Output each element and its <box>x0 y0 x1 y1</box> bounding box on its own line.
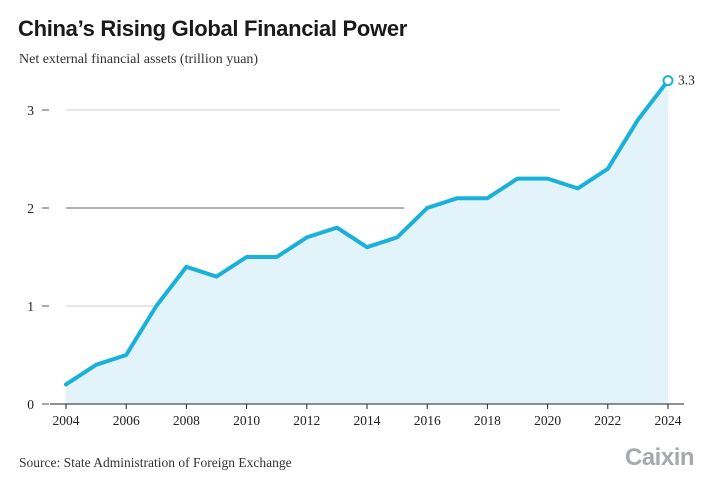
y-tick-label: 0 <box>27 397 34 412</box>
data-point-2023 <box>636 118 640 122</box>
series-line <box>64 78 670 387</box>
data-point-2017 <box>455 196 459 200</box>
data-point-2004 <box>64 382 68 386</box>
x-tick-label: 2016 <box>414 413 441 428</box>
x-tick-label: 2022 <box>594 413 621 428</box>
x-tick-label: 2020 <box>534 413 561 428</box>
data-point-2005 <box>94 363 98 367</box>
x-tick-label: 2018 <box>474 413 501 428</box>
tick-labels: 0 1 2 3 2004 2006 2008 2010 2012 2014 2016 2018 2020… <box>27 103 682 428</box>
chart-subtitle: Net external financial assets (trillion … <box>19 52 259 67</box>
data-point-2016 <box>425 206 429 210</box>
end-point-label: 3.3 <box>678 73 695 88</box>
markers: 3.3 <box>64 73 695 386</box>
chart-title: China’s Rising Global Financial Power <box>18 16 408 41</box>
data-point-2008 <box>184 265 188 269</box>
data-point-2022 <box>606 167 610 171</box>
caixin-logo: Caixin <box>625 444 695 471</box>
x-tick-label: 2012 <box>293 413 320 428</box>
data-point-2018 <box>485 196 489 200</box>
y-tick-label: 3 <box>27 103 34 118</box>
x-tick-label: 2004 <box>53 413 80 428</box>
data-point-2010 <box>245 255 249 259</box>
x-tick-label: 2024 <box>655 413 682 428</box>
source-note: Source: State Administration of Foreign … <box>19 455 292 470</box>
axes <box>42 109 684 409</box>
y-tick-label: 2 <box>27 201 34 216</box>
area-fill <box>66 80 668 404</box>
end-point-marker <box>662 75 674 87</box>
x-tick-label: 2006 <box>113 413 140 428</box>
data-point-2007 <box>154 304 158 308</box>
data-point-2013 <box>335 226 339 230</box>
x-tick-label: 2014 <box>354 413 381 428</box>
data-point-2011 <box>275 255 279 259</box>
data-point-2012 <box>305 235 309 239</box>
data-point-2009 <box>215 275 219 279</box>
x-tick-label: 2008 <box>173 413 200 428</box>
data-point-2014 <box>365 245 369 249</box>
data-point-2006 <box>124 353 128 357</box>
x-tick-label: 2010 <box>233 413 260 428</box>
data-point-2021 <box>576 186 580 190</box>
y-tick-label: 1 <box>27 299 34 314</box>
data-point-2020 <box>546 177 550 181</box>
data-point-2015 <box>395 235 399 239</box>
data-point-2019 <box>516 177 520 181</box>
